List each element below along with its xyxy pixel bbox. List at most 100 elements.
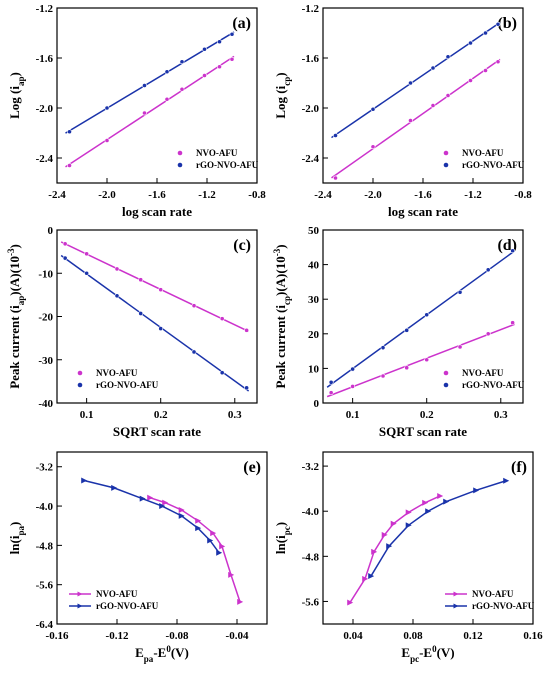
x-tick-label: -0.8 [514, 189, 532, 201]
legend-entry: rGO-NVO-AFU [69, 601, 159, 611]
x-tick-label: 0.1 [346, 409, 360, 421]
data-point [405, 522, 412, 529]
data-point [114, 293, 120, 299]
data-point [244, 385, 250, 391]
legend-label: rGO-NVO-AFU [196, 160, 259, 170]
legend-marker [453, 591, 459, 597]
data-point [381, 531, 388, 538]
fit-line [331, 21, 501, 139]
data-point [370, 106, 376, 112]
data-point [510, 248, 516, 254]
legend-label: rGO-NVO-AFU [472, 601, 535, 611]
data-point [495, 59, 501, 65]
series-nvo-afu [331, 58, 501, 181]
legend-marker [443, 162, 449, 168]
series-nvo-afu [147, 494, 244, 605]
fit-line [60, 254, 250, 392]
data-point [147, 494, 154, 501]
x-tick-label: -0.16 [46, 630, 69, 642]
data-point [162, 499, 169, 506]
x-axis-label: SQRT scan rate [379, 424, 467, 439]
data-point [217, 39, 222, 45]
y-tick-label: -10 [38, 268, 53, 280]
y-tick-label: 0 [314, 398, 320, 410]
x-axis-label: Epa-E0(V) [135, 644, 189, 664]
x-tick-label: -1.2 [464, 189, 482, 201]
series-nvo-afu [347, 493, 444, 606]
y-tick-label: -4.0 [302, 506, 320, 518]
data-point [111, 484, 118, 491]
data-point [380, 345, 386, 351]
legend-entry: rGO-NVO-AFU [443, 160, 525, 170]
legend-marker [77, 382, 83, 388]
x-axis-label: SQRT scan rate [113, 424, 201, 439]
y-tick-label: 0 [48, 225, 54, 237]
legend-entry: rGO-NVO-AFU [445, 601, 535, 611]
data-point [191, 303, 197, 309]
data-point [84, 270, 90, 276]
data-point [179, 59, 185, 65]
data-point [217, 64, 222, 70]
y-axis-label: Peak current (icp)(A)(10-3) [272, 244, 292, 388]
legend-entry: NVO-AFU [445, 589, 514, 599]
data-point [84, 251, 90, 257]
y-axis-label: Log (iap) [7, 72, 26, 119]
legend-label: NVO-AFU [462, 148, 504, 158]
data-point [178, 512, 185, 519]
panel-label: (a) [232, 15, 251, 32]
legend-label: NVO-AFU [472, 589, 514, 599]
data-point [445, 93, 451, 98]
legend-marker [443, 370, 449, 376]
data-point [81, 477, 88, 484]
data-point [347, 599, 354, 606]
series-line [149, 496, 241, 603]
data-point [202, 73, 207, 78]
legend-marker [443, 382, 449, 388]
fit-line [60, 241, 249, 333]
chart-panel-b: -2.4 -2.0 -1.6 -1.2 -0.8 -2.4 -2.0 -1.6 -1.2 (b) l… [273, 3, 532, 219]
data-point [457, 289, 463, 295]
series-rgo-nvo-afu [331, 21, 501, 139]
fit-line [65, 31, 235, 134]
x-tick-label: -0.8 [248, 189, 266, 201]
y-tick-label: -2.0 [302, 103, 320, 115]
y-tick-label: -30 [38, 355, 53, 367]
chart-panel-c: 0.1 0.2 0.3 -40 -30 -20 -10 0 (c) SQRT scan rate P… [6, 225, 258, 439]
legend-label: rGO-NVO-AFU [96, 601, 159, 611]
x-tick-label: 0.16 [523, 630, 543, 642]
series-rgo-nvo-afu [368, 477, 510, 580]
data-point [483, 68, 488, 73]
y-tick-label: 10 [308, 363, 320, 375]
plot-frame [322, 451, 534, 625]
data-point [191, 349, 197, 355]
x-tick-label: 0.1 [80, 409, 94, 421]
data-point [362, 575, 369, 582]
legend-entry: NVO-AFU [443, 148, 504, 158]
series-rgo-nvo-afu [81, 477, 223, 556]
legend-marker [77, 603, 83, 609]
data-point [430, 65, 436, 71]
data-point [404, 365, 410, 371]
legend-entry: NVO-AFU [77, 368, 138, 378]
x-tick-label: -2.4 [314, 189, 332, 201]
data-point [328, 390, 334, 396]
x-tick-label: -2.0 [364, 189, 382, 201]
data-point [503, 477, 510, 484]
data-point [424, 312, 430, 318]
y-tick-label: -20 [38, 312, 53, 324]
data-point [244, 327, 250, 333]
data-point [216, 549, 223, 556]
y-tick-label: 20 [308, 329, 320, 341]
y-axis-label: ln(ipc) [273, 522, 292, 554]
data-point [67, 129, 72, 135]
legend-label: rGO-NVO-AFU [462, 380, 525, 390]
y-tick-label: 30 [308, 294, 320, 306]
data-point [371, 548, 378, 555]
data-point [468, 78, 473, 83]
panel-label: (c) [233, 237, 251, 254]
data-point [333, 133, 338, 138]
chart-panel-a: -2.4 -2.0 -1.6 -1.2 -0.8 -2.4 -2.0 -1.6 -1.2 (a) l… [7, 3, 266, 219]
data-point [495, 21, 501, 27]
data-point [473, 487, 480, 494]
y-tick-label: -4.0 [36, 501, 54, 513]
